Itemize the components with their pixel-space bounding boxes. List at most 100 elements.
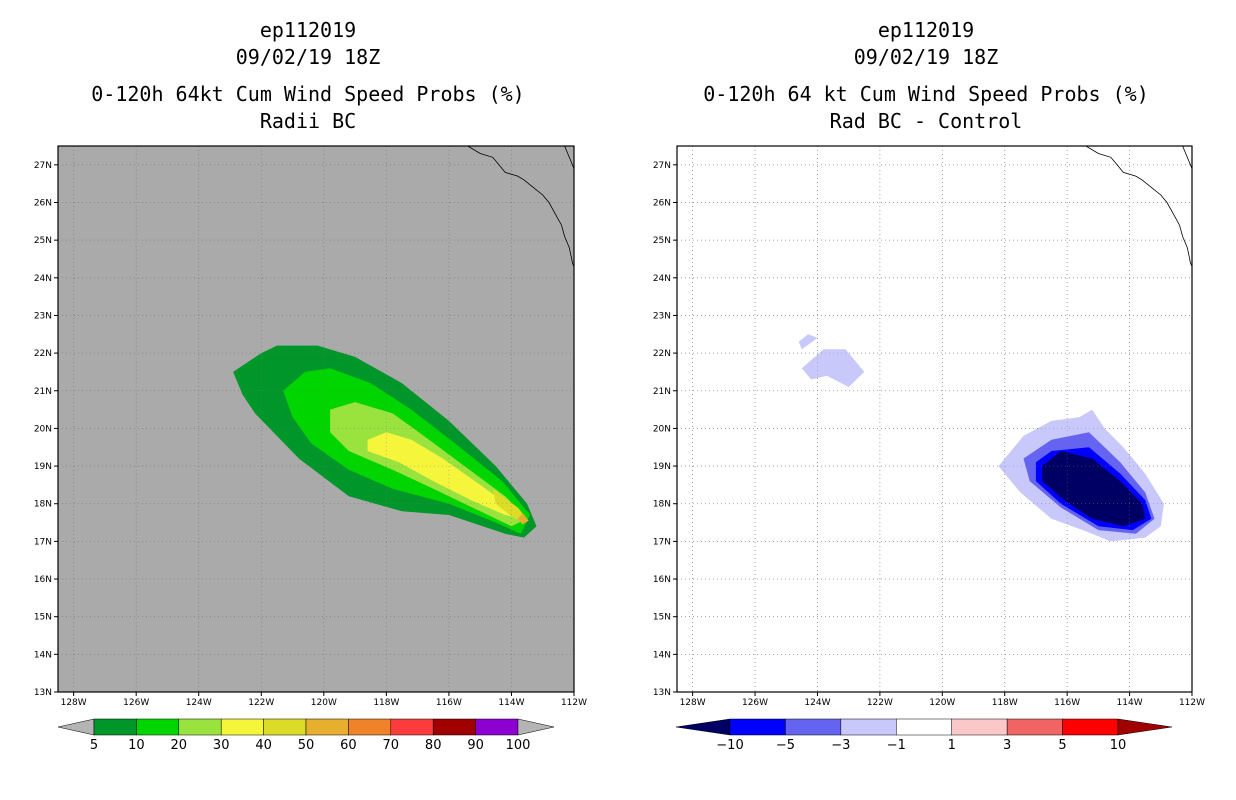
left-tick-label-lon: 122W (248, 698, 274, 708)
right-tick-label-lat: 23N (653, 311, 671, 321)
right-tick-label-lat: 17N (653, 537, 671, 547)
left-tick-label-lat: 27N (34, 161, 52, 171)
left-tick-label-lat: 26N (34, 198, 52, 208)
left-tick-label-lon: 112W (561, 698, 587, 708)
left-colorbar-end-low (57, 718, 95, 736)
right-map-panel: 128W 126W 124W 122W 120W 118W 116W 114W 112W 13N 1… (653, 145, 1205, 708)
right-colorbar-label: 5 (1058, 738, 1066, 753)
right-tick-label-lon: 116W (1054, 698, 1080, 708)
left-tick-label-lat: 24N (34, 274, 52, 284)
right-tick-label-lat: 22N (653, 349, 671, 359)
right-colorbar-swatch (1006, 718, 1063, 736)
left-colorbar-swatch (263, 718, 307, 736)
right-tick-label-lon: 118W (992, 698, 1018, 708)
right-chart-subtitle: Rad BC - Control (829, 109, 1023, 133)
right-contour-level-neg1 (798, 334, 818, 350)
right-chart-title-block: ep112019 09/02/19 18Z 0-120h 64 kt Cum W… (666, 17, 1186, 135)
left-tick-label-lat: 20N (34, 424, 52, 434)
right-tick-label-lat: 18N (653, 500, 671, 510)
left-chart-subtitle: Radii BC (259, 109, 357, 133)
right-tick-label-lat: 13N (653, 688, 671, 698)
left-colorbar-label: 80 (425, 738, 442, 753)
right-colorbar-swatch (840, 718, 897, 736)
left-tick-label-lon: 120W (311, 698, 337, 708)
left-map-content (58, 146, 574, 692)
right-map-background (677, 146, 1192, 692)
left-tick-label-lon: 124W (186, 698, 212, 708)
right-tick-label-lon: 126W (742, 698, 768, 708)
right-colorbar-end-high (1117, 718, 1173, 736)
left-tick-label-lat: 23N (34, 311, 52, 321)
right-colorbar-end-low (675, 718, 731, 736)
right-tick-label-lon: 120W (929, 698, 955, 708)
left-colorbar-swatch (178, 718, 222, 736)
right-colorbar-swatch (785, 718, 842, 736)
right-tick-label-lat: 27N (653, 161, 671, 171)
right-coastline (1085, 146, 1192, 267)
right-colorbar: −10 −5 −3 −1 1 3 5 10 (675, 718, 1173, 753)
right-tick-label-lat: 20N (653, 424, 671, 434)
left-tick-label-lat: 25N (34, 236, 52, 246)
left-map-frame (57, 145, 575, 693)
left-contour-level-30 (367, 432, 524, 519)
left-tick-label-lat: 15N (34, 613, 52, 623)
left-colorbar-swatch (305, 718, 349, 736)
left-tick-label-lat: 21N (34, 387, 52, 397)
left-coastline (467, 146, 574, 267)
right-colorbar-swatch (896, 718, 952, 736)
right-colorbar-label: −10 (716, 738, 743, 753)
left-colorbar-label: 90 (467, 738, 484, 753)
left-colorbar-end-high (517, 718, 555, 736)
right-tick-label-lat: 25N (653, 236, 671, 246)
left-chart-title-block: ep112019 09/02/19 18Z 0-120h 64kt Cum Wi… (48, 17, 568, 135)
right-tick-label-lat: 14N (653, 650, 671, 660)
right-colorbar-label: 3 (1003, 738, 1011, 753)
left-tick-label-lon: 114W (498, 698, 524, 708)
right-colorbar-swatch (1062, 718, 1119, 736)
left-tick-label-lon: 128W (61, 698, 87, 708)
left-colorbar-label: 70 (383, 738, 400, 753)
left-colorbar-swatch (93, 718, 137, 736)
right-map-content (677, 146, 1192, 692)
right-storm-id: ep112019 (877, 18, 975, 42)
right-colorbar-swatch (951, 718, 1008, 736)
left-coastline (564, 146, 574, 169)
right-tick-label-lat: 24N (653, 274, 671, 284)
right-tick-label-lat: 16N (653, 575, 671, 585)
left-tick-label-lon: 118W (373, 698, 399, 708)
right-colorbar-label: −1 (887, 738, 906, 753)
right-map-frame (676, 145, 1193, 693)
right-colorbar-label: 10 (1110, 738, 1127, 753)
left-colorbar-swatch (348, 718, 392, 736)
left-tick-label-lat: 19N (34, 462, 52, 472)
left-tick-label-lat: 16N (34, 575, 52, 585)
right-datetime: 09/02/19 18Z (853, 45, 999, 69)
right-tick-label-lon: 122W (867, 698, 893, 708)
right-tick-label-lat: 19N (653, 462, 671, 472)
right-tick-label-lat: 21N (653, 387, 671, 397)
left-colorbar-swatch (432, 718, 476, 736)
left-tick-label-lon: 116W (436, 698, 462, 708)
right-tick-label-lon: 128W (680, 698, 706, 708)
right-colorbar-swatch (729, 718, 786, 736)
left-storm-id: ep112019 (259, 18, 357, 42)
left-tick-label-lat: 17N (34, 537, 52, 547)
right-contour-level-neg10 (1042, 451, 1146, 527)
left-colorbar-swatch (136, 718, 180, 736)
left-colorbar-label: 5 (90, 738, 98, 753)
left-colorbar: 5 10 20 30 40 50 60 70 80 90 100 (57, 718, 555, 753)
right-tick-label-lon: 112W (1179, 698, 1205, 708)
left-colorbar-swatch (475, 718, 519, 736)
left-tick-label-lat: 22N (34, 349, 52, 359)
left-tick-label-lat: 18N (34, 500, 52, 510)
right-tick-label-lon: 114W (1117, 698, 1143, 708)
left-colorbar-label: 10 (128, 738, 145, 753)
left-tick-label-lat: 13N (34, 688, 52, 698)
left-colorbar-label: 60 (340, 738, 357, 753)
left-map-panel: 128W 126W 124W 122W 120W 118W 116W 114W 112W 13N 1… (34, 145, 587, 708)
left-contour-level-40 (492, 488, 528, 519)
left-colorbar-label: 100 (506, 738, 531, 753)
left-chart-title: 0-120h 64kt Cum Wind Speed Probs (%) (91, 82, 525, 106)
left-colorbar-label: 20 (171, 738, 188, 753)
